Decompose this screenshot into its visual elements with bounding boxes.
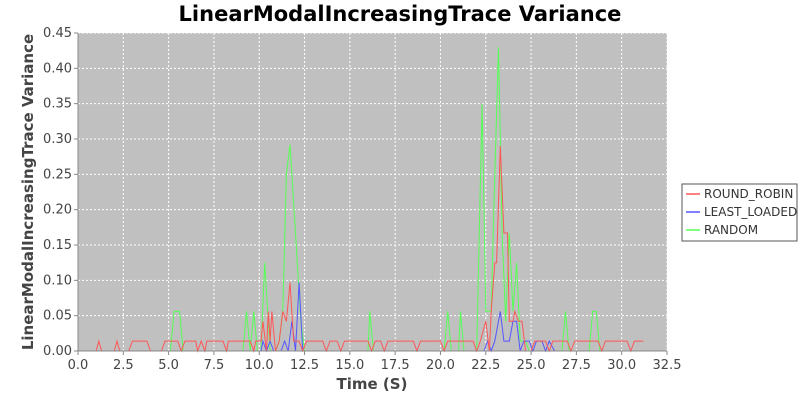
y-tick-label: 0.40 bbox=[43, 61, 72, 76]
y-tick-label: 0.00 bbox=[43, 344, 72, 359]
x-tick-label: 22.5 bbox=[471, 358, 500, 373]
y-tick-label: 0.05 bbox=[43, 309, 72, 324]
y-tick-label: 0.15 bbox=[43, 238, 72, 253]
x-tick-label: 5.0 bbox=[158, 358, 179, 373]
y-tick-label: 0.20 bbox=[43, 203, 72, 218]
y-axis-label: LinearModalIncreasingTrace Variance bbox=[19, 34, 37, 350]
grid-lines bbox=[77, 32, 668, 352]
y-axis-ticks: 0.00 0.05 0.10 0.15 0.20 0.25 0.30 0.35 0.40 0.45 bbox=[43, 26, 78, 359]
legend-label: ROUND_ROBIN bbox=[704, 187, 793, 201]
x-axis-label: Time (S) bbox=[337, 375, 408, 393]
x-tick-label: 17.5 bbox=[381, 358, 410, 373]
legend: ROUND_ROBIN LEAST_LOADED RANDOM bbox=[681, 183, 798, 242]
x-tick-label: 12.5 bbox=[290, 358, 319, 373]
y-tick-label: 0.30 bbox=[43, 132, 72, 147]
legend-label: RANDOM bbox=[704, 223, 758, 237]
legend-label: LEAST_LOADED bbox=[704, 205, 797, 219]
x-tick-label: 30.0 bbox=[607, 358, 636, 373]
x-tick-label: 32.5 bbox=[653, 358, 682, 373]
x-tick-label: 25.0 bbox=[517, 358, 546, 373]
x-tick-label: 2.5 bbox=[113, 358, 134, 373]
x-tick-label: 10.0 bbox=[245, 358, 274, 373]
x-tick-label: 27.5 bbox=[562, 358, 591, 373]
y-tick-label: 0.10 bbox=[43, 273, 72, 288]
y-tick-label: 0.25 bbox=[43, 167, 72, 182]
chart-title: LinearModalIncreasingTrace Variance bbox=[179, 2, 622, 26]
x-tick-label: 20.0 bbox=[426, 358, 455, 373]
x-tick-label: 15.0 bbox=[335, 358, 364, 373]
legend-box bbox=[681, 183, 798, 242]
axes bbox=[77, 33, 667, 352]
x-tick-label: 7.5 bbox=[204, 358, 225, 373]
series-line-round-robin bbox=[78, 146, 644, 353]
plot-area bbox=[78, 33, 667, 351]
x-tick-label: 0.0 bbox=[68, 358, 89, 373]
y-tick-label: 0.45 bbox=[43, 26, 72, 41]
series-line-random bbox=[78, 47, 644, 352]
y-tick-label: 0.35 bbox=[43, 97, 72, 112]
x-axis-ticks: 0.0 2.5 5.0 7.5 10.0 12.5 15.0 17.5 20.0 22.5 25.0… bbox=[68, 351, 682, 373]
